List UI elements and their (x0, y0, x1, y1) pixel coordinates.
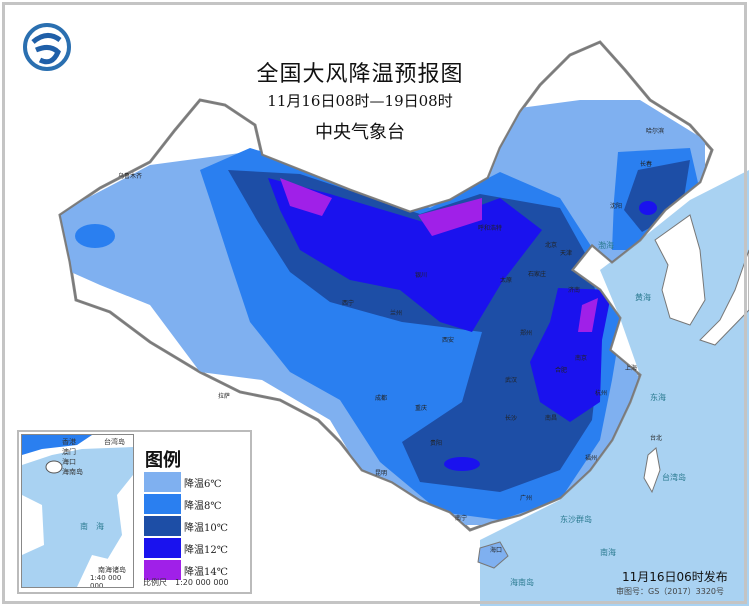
svg-text:银川: 银川 (415, 271, 427, 279)
inset-map (22, 435, 133, 587)
svg-text:福州: 福州 (585, 454, 597, 462)
svg-text:济南: 济南 (568, 286, 580, 294)
cma-logo-icon (23, 23, 71, 71)
svg-text:拉萨: 拉萨 (218, 392, 230, 400)
svg-text:重庆: 重庆 (415, 404, 427, 412)
svg-text:杭州: 杭州 (595, 389, 607, 397)
svg-text:贵阳: 贵阳 (430, 439, 442, 447)
svg-text:哈尔滨: 哈尔滨 (646, 127, 664, 135)
inset-label: 澳门 (62, 448, 76, 456)
legend-swatch (144, 494, 181, 514)
legend-swatch (144, 538, 181, 558)
legend-title: 图例 (145, 450, 181, 471)
legend-swatch (144, 472, 181, 492)
svg-text:合肥: 合肥 (555, 366, 567, 374)
legend-item-12c: 降温12℃ (144, 538, 228, 558)
legend-item-8c: 降温8℃ (144, 494, 222, 514)
korea-peninsula (654, 214, 706, 326)
svg-text:呼和浩特: 呼和浩特 (478, 224, 502, 232)
svg-text:天津: 天津 (560, 250, 572, 257)
legend-item-14c: 降温14℃ (144, 560, 228, 580)
svg-text:黄海: 黄海 (635, 292, 651, 302)
inset-scale: 1:40 000 000 (90, 574, 122, 588)
band-12c (268, 178, 612, 422)
svg-text:沈阳: 沈阳 (610, 202, 622, 210)
inset-label: 海口 (62, 458, 76, 466)
svg-text:南宁: 南宁 (455, 514, 467, 522)
map-title: 全国大风降温预报图 (256, 62, 464, 87)
legend-swatch (144, 516, 181, 536)
map-review-number: 审图号：GS（2017）3320号 (616, 587, 724, 596)
legend-label: 降温8℃ (184, 500, 222, 512)
svg-text:台湾岛: 台湾岛 (662, 472, 686, 482)
svg-text:昆明: 昆明 (375, 470, 387, 477)
svg-text:广州: 广州 (520, 494, 532, 502)
legend-label: 降温10℃ (184, 522, 228, 534)
svg-text:郑州: 郑州 (520, 329, 532, 337)
legend-panel: 香港 台湾岛 澳门 海口 海南岛 南 海 南海诸岛 1:40 000 000 图… (17, 430, 252, 594)
legend-label: 降温12℃ (184, 544, 228, 556)
svg-text:北京: 北京 (545, 241, 557, 249)
svg-text:海南岛: 海南岛 (510, 577, 534, 587)
svg-text:太原: 太原 (500, 276, 512, 284)
svg-text:兰州: 兰州 (390, 309, 402, 317)
hainan-island (477, 541, 509, 569)
band-14c (280, 178, 598, 332)
inset-label: 香港 (62, 438, 76, 446)
legend-label: 降温6℃ (184, 478, 222, 490)
svg-text:长春: 长春 (640, 160, 652, 168)
svg-text:武汉: 武汉 (505, 376, 517, 384)
legend-label: 降温14℃ (184, 566, 228, 578)
svg-text:石家庄: 石家庄 (528, 270, 546, 278)
city-labels: 哈尔滨 长春 沈阳 北京 天津 石家庄 太原 济南 郑州 西安 银川 兰州 西宁… (118, 127, 664, 554)
japan (699, 249, 749, 346)
svg-text:东海: 东海 (650, 392, 666, 402)
agency-name: 中央气象台 (315, 122, 405, 143)
svg-text:长沙: 长沙 (505, 414, 517, 422)
band-8c-xinjiang (75, 224, 115, 248)
svg-text:台北: 台北 (650, 434, 662, 442)
forecast-period: 11月16日08时—19日08时 (267, 92, 453, 110)
svg-text:南海: 南海 (600, 547, 616, 557)
svg-text:乌鲁木齐: 乌鲁木齐 (118, 172, 142, 180)
map-scale: 比例尺 1:20 000 000 (143, 578, 229, 587)
svg-text:南京: 南京 (575, 354, 587, 362)
legend-swatch (144, 560, 181, 580)
legend-item-10c: 降温10℃ (144, 516, 228, 536)
inset-label: 海南岛 (62, 468, 83, 476)
svg-text:东沙群岛: 东沙群岛 (560, 514, 592, 524)
sea-labels: 渤海 黄海 东海 南海 台湾岛 东沙群岛 海南岛 (510, 240, 686, 587)
south-china-sea-inset: 香港 台湾岛 澳门 海口 海南岛 南 海 南海诸岛 1:40 000 000 (21, 434, 134, 588)
band-12c-northeast (639, 201, 657, 215)
svg-text:成都: 成都 (375, 394, 387, 402)
svg-text:西宁: 西宁 (342, 299, 354, 307)
legend-item-6c: 降温6℃ (144, 472, 222, 492)
svg-text:渤海: 渤海 (598, 240, 614, 250)
svg-text:上海: 上海 (625, 364, 637, 372)
issue-time: 11月16日06时发布 (622, 570, 728, 584)
svg-text:南昌: 南昌 (545, 414, 557, 422)
taiwan-island (643, 447, 661, 494)
inset-label: 南 海 (80, 522, 104, 531)
band-12c-south (444, 457, 480, 471)
svg-text:西安: 西安 (442, 336, 454, 344)
inset-title: 南海诸岛 (98, 566, 126, 574)
svg-text:海口: 海口 (490, 546, 502, 554)
inset-label: 台湾岛 (104, 438, 125, 446)
